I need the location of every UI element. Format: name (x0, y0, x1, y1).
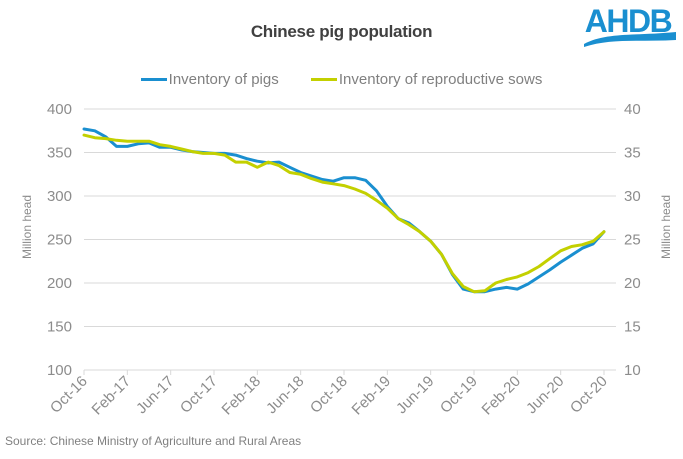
x-tick-label: Jun-17 (133, 373, 177, 417)
x-tick-label: Feb-20 (479, 373, 525, 419)
y-left-tick-label: 200 (47, 275, 72, 292)
logo-text: AHDB (585, 3, 672, 39)
gridlines (84, 108, 616, 371)
logo-wave-icon (584, 32, 676, 47)
x-tick-label: Oct-20 (567, 373, 611, 417)
source-note: Source: Chinese Ministry of Agriculture … (5, 434, 302, 448)
x-tick-label: Oct-18 (307, 373, 351, 417)
y-right-tick-label: 35 (624, 145, 641, 162)
x-tick-label: Feb-18 (219, 373, 265, 419)
x-tick-label: Jun-18 (263, 373, 307, 417)
y-left-tick-label: 400 (47, 101, 72, 118)
y-left-tick-label: 150 (47, 319, 72, 336)
x-tick-label: Oct-17 (177, 373, 221, 417)
y-axis-left-title: Million head (20, 195, 34, 259)
series-lines (82, 127, 606, 294)
y-left-tick-label: 300 (47, 188, 72, 205)
legend-item-pigs[interactable]: Inventory of pigs (140, 71, 279, 88)
y-left-tick-label: 100 (47, 362, 72, 379)
y-right-tick-label: 30 (624, 188, 641, 205)
legend-item-sows[interactable]: Inventory of reproductive sows (310, 71, 543, 88)
ahdb-logo: AHDB (584, 3, 676, 47)
y-left-tick-label: 350 (47, 145, 72, 162)
legend-label-sows: Inventory of reproductive sows (338, 71, 543, 88)
x-tick-label: Oct-16 (47, 373, 91, 417)
x-tick-label: Feb-17 (89, 373, 135, 419)
y-axis-right-title: Million head (659, 195, 673, 259)
series-line-pigs (82, 127, 606, 294)
x-tick-label: Jun-20 (523, 373, 567, 417)
y-right-tick-label: 10 (624, 362, 641, 379)
y-axis-right: 10 15 20 25 30 35 40 (624, 101, 641, 379)
y-axis-left: 100 150 200 250 300 350 400 (47, 101, 72, 379)
x-tick-label: Jun-19 (393, 373, 437, 417)
y-right-tick-label: 15 (624, 319, 641, 336)
legend: Inventory of pigs Inventory of reproduct… (0, 68, 683, 88)
legend-swatch-sows (310, 78, 337, 81)
y-right-tick-label: 20 (624, 275, 641, 292)
series-line-sows (82, 133, 606, 294)
y-left-tick-label: 250 (47, 232, 72, 249)
y-right-tick-label: 40 (624, 101, 641, 118)
legend-swatch-pigs (140, 78, 167, 81)
x-tick-label: Oct-19 (437, 373, 481, 417)
chart-title: Chinese pig population (250, 22, 433, 41)
legend-label-pigs: Inventory of pigs (168, 71, 279, 88)
x-tick-label: Feb-19 (349, 373, 395, 419)
y-right-tick-label: 25 (624, 232, 641, 249)
